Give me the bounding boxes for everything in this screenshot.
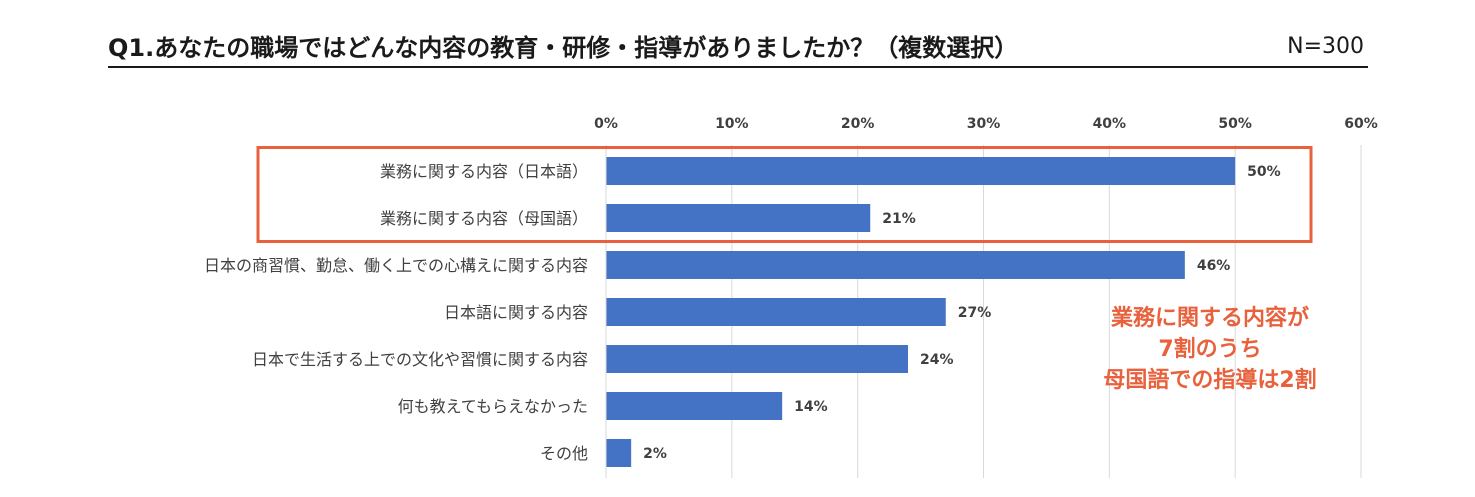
data-label: 50% [1247,164,1281,180]
highlight-box [256,146,1313,243]
callout-annotation: 業務に関する内容が 7割のうち 母国語での指導は2割 [1055,303,1365,396]
data-label: 24% [920,352,954,368]
data-label: 2% [643,446,667,462]
bar [606,298,946,326]
x-tick-label: 20% [841,116,875,132]
bar [606,251,1185,279]
callout-line-3: 母国語での指導は2割 [1103,368,1317,393]
category-label: 業務に関する内容（日本語） [380,162,588,181]
category-label: 日本で生活する上での文化や習慣に関する内容 [252,350,588,369]
category-label: 何も教えてもらえなかった [398,397,588,416]
category-label: 業務に関する内容（母国語） [380,209,588,228]
callout-line-1: 業務に関する内容が [1110,306,1309,331]
callout-line-2: 7割のうち [1158,337,1262,362]
x-tick-label: 40% [1093,116,1127,132]
bar [606,157,1236,185]
chart-title: Q1.あなたの職場ではどんな内容の教育・研修・指導がありましたか？（複数選択） [108,34,1019,62]
category-label: その他 [540,444,588,463]
sample-size-label: N=300 [1287,34,1364,59]
chart-header: Q1.あなたの職場ではどんな内容の教育・研修・指導がありましたか？（複数選択） … [108,20,1368,68]
bar [606,439,632,467]
x-tick-label: 0% [594,116,618,132]
data-label: 14% [794,399,828,415]
x-tick-label: 30% [967,116,1001,132]
data-label: 21% [882,211,916,227]
bar [606,204,871,232]
category-label: 日本の商習慣、勤怠、働く上での心構えに関する内容 [204,256,588,275]
bar [606,392,783,420]
category-label: 日本語に関する内容 [444,303,588,322]
bar [606,345,908,373]
x-tick-label: 10% [715,116,749,132]
x-tick-label: 50% [1218,116,1252,132]
data-label: 46% [1197,258,1231,274]
x-tick-label: 60% [1344,116,1378,132]
data-label: 27% [958,305,992,321]
